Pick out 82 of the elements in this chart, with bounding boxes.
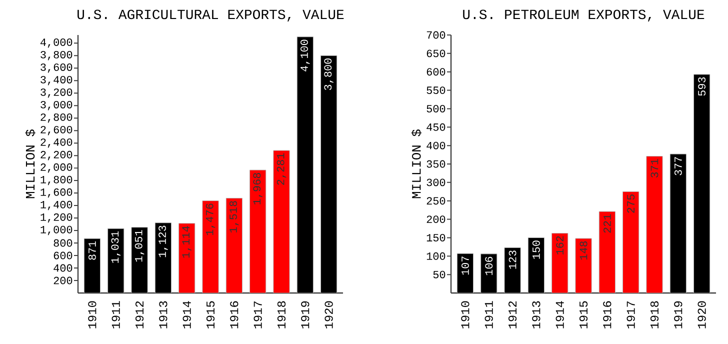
- x-tick-label: 1920: [698, 301, 706, 328]
- y-tick-label: 3,800: [40, 50, 72, 60]
- x-tick-label: 1920: [324, 301, 333, 328]
- x-tick-label: 1919: [674, 301, 682, 328]
- y-tick-label: 2,600: [40, 126, 72, 136]
- x-tick-label: 1913: [159, 301, 168, 328]
- y-tick-label: 600: [54, 252, 72, 260]
- x-tick-label: 1918: [277, 301, 286, 328]
- data-label: 871: [88, 241, 96, 260]
- x-tick-label: 1917: [254, 301, 262, 328]
- y-tick-label: 650: [426, 50, 446, 58]
- y-tick-label: 3,600: [40, 63, 72, 73]
- x-tick-label: 1917: [626, 301, 635, 328]
- data-label: 150: [532, 240, 540, 259]
- x-tick-label: 1919: [301, 301, 310, 328]
- y-tick-label: 350: [426, 160, 446, 168]
- data-label: 1,518: [230, 201, 239, 232]
- data-label: 1,031: [111, 231, 120, 263]
- y-tick-label: 50: [433, 270, 446, 278]
- y-tick-label: 500: [426, 105, 446, 112]
- data-label: 1,051: [134, 230, 144, 262]
- x-tick-label: 1912: [135, 301, 144, 328]
- data-label: 123: [508, 250, 516, 269]
- y-tick-label: 400: [426, 142, 446, 150]
- y-tick-label: 100: [426, 252, 446, 260]
- x-tick-label: 1915: [206, 301, 215, 328]
- data-label: 162: [556, 236, 564, 254]
- y-tick-label: 450: [426, 123, 446, 131]
- x-tick-label: 1911: [112, 301, 120, 328]
- x-tick-label: 1914: [182, 301, 191, 328]
- data-label: 148: [580, 241, 588, 260]
- y-tick-label: 600: [426, 68, 446, 76]
- x-tick-label: 1912: [508, 301, 517, 328]
- y-tick-label: 250: [426, 197, 446, 205]
- chart-title: U.S. AGRICULTURAL EXPORTS, VALUE: [78, 10, 344, 22]
- data-label: 593: [698, 77, 706, 96]
- x-tick-label: 1913: [532, 301, 540, 328]
- x-tick-label: 1916: [603, 301, 612, 328]
- data-label: 221: [604, 214, 611, 233]
- y-tick-label: 3,000: [40, 100, 72, 110]
- data-label: 1,114: [182, 226, 192, 258]
- x-tick-label: 1914: [556, 301, 564, 328]
- y-tick-label: 400: [54, 264, 72, 272]
- y-tick-label: 200: [426, 216, 446, 224]
- data-label: 2,281: [276, 153, 286, 185]
- y-tick-label: 200: [54, 276, 72, 284]
- y-tick-label: 1,200: [40, 213, 72, 223]
- y-tick-label: 3,200: [40, 88, 72, 98]
- y-tick-label: 2,400: [40, 138, 72, 148]
- x-tick-label: 1918: [650, 301, 659, 328]
- data-label: 377: [674, 157, 682, 176]
- y-tick-label: 3,400: [40, 76, 72, 86]
- x-tick-label: 1911: [484, 301, 493, 328]
- x-tick-label: 1915: [579, 301, 588, 328]
- data-label: 3,800: [324, 58, 334, 90]
- y-axis-title: MILLION $: [25, 130, 36, 198]
- data-label: 107: [461, 256, 469, 275]
- y-tick-label: 1,600: [40, 188, 72, 198]
- x-tick-label: 1916: [230, 301, 238, 328]
- y-tick-label: 300: [426, 178, 446, 186]
- y-tick-label: 700: [426, 31, 446, 39]
- chart-title: U.S. PETROLEUM EXPORTS, VALUE: [463, 10, 704, 22]
- data-label: 106: [485, 256, 493, 276]
- y-tick-label: 2,800: [40, 113, 72, 123]
- y-tick-label: 800: [54, 239, 72, 247]
- data-label: 1,476: [206, 204, 216, 236]
- y-axis-title: MILLION $: [411, 130, 422, 198]
- y-tick-label: 1,000: [40, 226, 72, 236]
- y-tick-label: 2,000: [40, 163, 72, 173]
- data-label: 4,100: [300, 40, 310, 72]
- data-label: 1,123: [158, 226, 168, 258]
- data-label: 371: [650, 158, 658, 178]
- y-tick-label: 1,800: [40, 176, 72, 186]
- y-tick-label: 4,000: [40, 38, 72, 48]
- y-tick-label: 150: [426, 234, 446, 242]
- x-tick-label: 1910: [461, 301, 470, 328]
- y-tick-label: 1,400: [40, 200, 72, 210]
- x-tick-label: 1910: [88, 301, 96, 328]
- data-label: 1,968: [253, 172, 262, 204]
- data-label: 275: [627, 194, 635, 213]
- y-tick-label: 2,200: [40, 150, 72, 160]
- y-tick-label: 550: [426, 86, 446, 94]
